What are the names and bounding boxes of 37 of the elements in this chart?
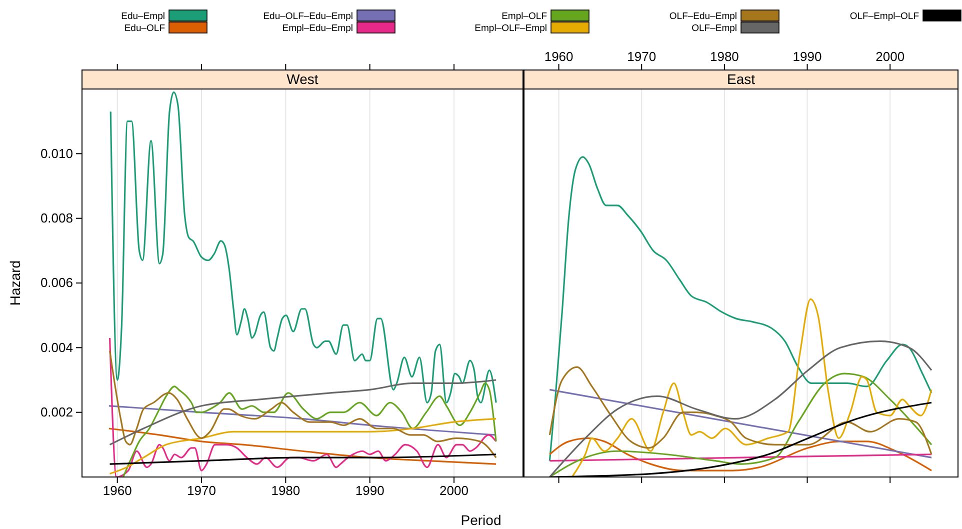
x-tick-label: 2000: [440, 483, 468, 498]
y-tick-label: 0.008: [40, 210, 73, 226]
x-tick-label: 1980: [710, 49, 739, 64]
legend-label: Edu–OLF: [124, 23, 166, 34]
line-series: [108, 405, 497, 436]
x-tick-label: 2000: [876, 49, 905, 64]
x-axis-title: Period: [460, 512, 502, 528]
y-tick-label: 0.002: [40, 404, 73, 420]
y-tick-label: 0.010: [40, 146, 73, 161]
legend-label: OLF–Empl: [692, 23, 737, 34]
chart-title: West: [286, 71, 318, 87]
y-axis-title: Hazard: [7, 260, 23, 306]
legend-label: Empl–OLF: [502, 11, 548, 22]
x-tick-label: 1970: [627, 49, 656, 64]
x-tick-label: 1960: [544, 49, 574, 64]
line-series: [108, 337, 497, 477]
legend-label: Empl–Edu–Empl: [282, 23, 353, 34]
legend-label: Edu–OLF–Edu–Empl: [263, 11, 353, 22]
line-series: [108, 350, 497, 458]
line-series: [110, 91, 497, 404]
line-series: [108, 379, 497, 446]
y-tick-label: 0.006: [40, 275, 73, 290]
x-tick-label: 1990: [792, 49, 822, 64]
x-tick-label: 1960: [102, 483, 132, 498]
chart-title: East: [726, 71, 756, 87]
legend-label: Empl–OLF–Empl: [474, 23, 547, 34]
line-series: [108, 454, 497, 465]
line-series: [108, 418, 497, 475]
x-tick-label: 1990: [355, 483, 384, 498]
y-tick-label: 0.004: [40, 340, 73, 355]
legend-label: Edu–Empl: [121, 11, 165, 22]
legend-label: OLF–Empl–OLF: [850, 11, 920, 22]
line-series: [108, 428, 497, 465]
x-tick-label: 1980: [271, 483, 300, 498]
line-series: [122, 382, 497, 477]
legend-label: OLF–Edu–Empl: [669, 11, 737, 22]
x-tick-label: 1970: [187, 483, 216, 498]
